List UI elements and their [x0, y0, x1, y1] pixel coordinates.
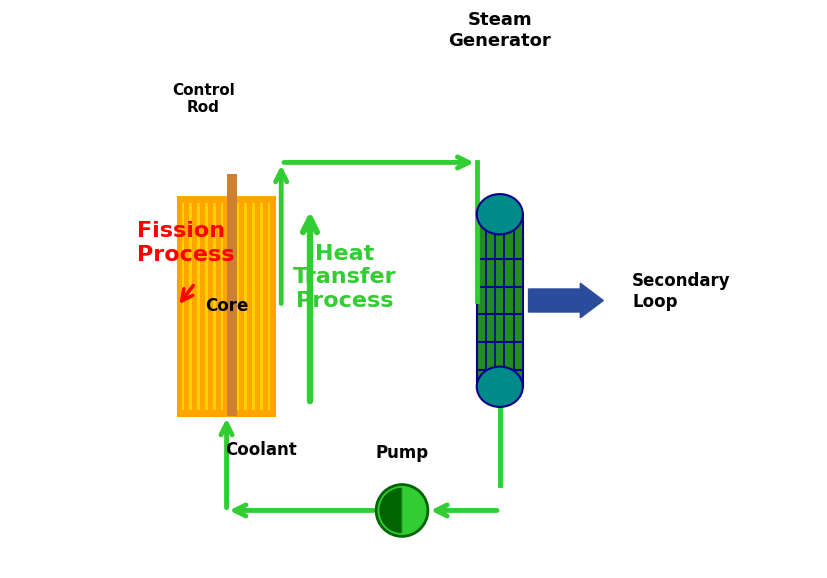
Circle shape	[376, 484, 428, 536]
Text: Steam
Generator: Steam Generator	[448, 11, 551, 50]
Bar	[213, 203, 216, 410]
Bar	[228, 203, 232, 410]
Bar	[227, 174, 237, 416]
Text: Control
Rod: Control Rod	[172, 83, 235, 116]
Bar	[182, 203, 184, 410]
Bar	[221, 203, 223, 410]
Bar	[260, 203, 262, 410]
Polygon shape	[380, 488, 402, 532]
Text: Heat
Transfer
Process: Heat Transfer Process	[293, 244, 396, 311]
Bar	[237, 203, 239, 410]
Text: Core: Core	[205, 297, 248, 315]
Polygon shape	[402, 488, 424, 532]
Ellipse shape	[477, 194, 523, 234]
Bar	[252, 203, 255, 410]
Bar	[197, 203, 200, 410]
FancyBboxPatch shape	[477, 214, 523, 387]
Ellipse shape	[477, 366, 523, 407]
Text: Pump: Pump	[375, 443, 428, 462]
Text: Coolant: Coolant	[225, 441, 297, 459]
Text: Secondary
Loop: Secondary Loop	[632, 272, 731, 312]
FancyArrow shape	[528, 283, 604, 318]
Bar	[244, 203, 247, 410]
Text: Fission
Process: Fission Process	[137, 221, 235, 265]
Bar	[189, 203, 192, 410]
FancyBboxPatch shape	[178, 197, 275, 416]
Bar	[268, 203, 270, 410]
Bar	[205, 203, 208, 410]
